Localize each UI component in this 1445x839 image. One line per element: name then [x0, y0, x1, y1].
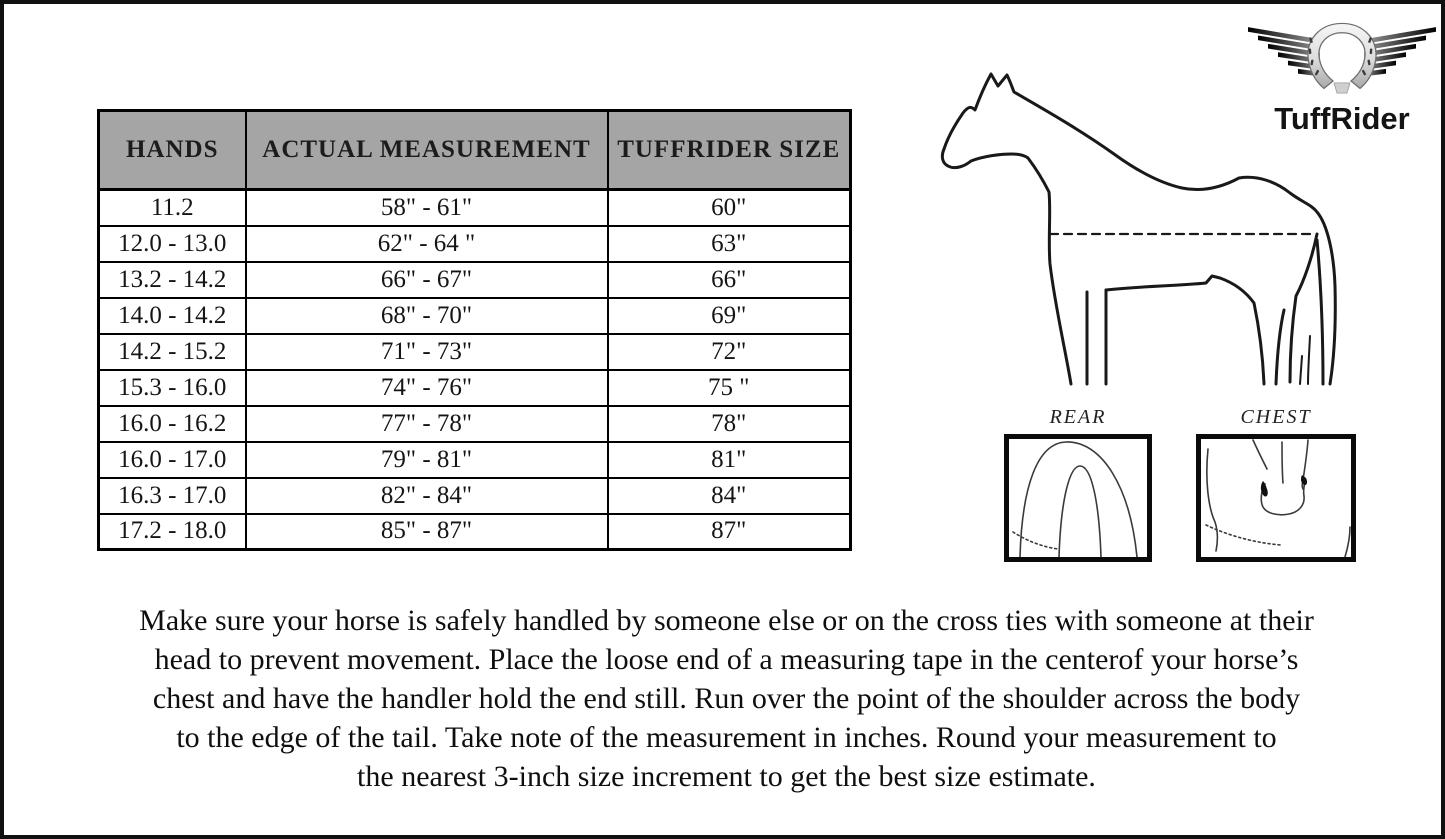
- measuring-instructions: Make sure your horse is safely handled b…: [22, 601, 1431, 796]
- table-cell: 66": [606, 260, 852, 299]
- table-cell: 63": [606, 224, 852, 263]
- chest-label: CHEST: [1240, 406, 1312, 428]
- rear-view-illustration: [1012, 441, 1138, 558]
- table-cell: 13.2 - 14.2: [97, 260, 247, 299]
- winged-horseshoe-icon: [1248, 22, 1436, 94]
- table-row: 16.0 - 17.0 79" - 81" 81": [97, 440, 852, 479]
- table-row: 12.0 - 13.0 62" - 64 " 63": [97, 224, 852, 263]
- table-row: 16.0 - 16.2 77" - 78" 78": [97, 404, 852, 443]
- table-cell: 16.0 - 17.0: [97, 440, 247, 479]
- horse-tail-inner: [1315, 238, 1325, 386]
- table-cell: 87": [606, 512, 852, 551]
- rear-label: REAR: [1049, 406, 1107, 428]
- table-row: 13.2 - 14.2 66" - 67" 66": [97, 260, 852, 299]
- table-cell: 14.2 - 15.2: [97, 332, 247, 371]
- table-cell: 74" - 76": [244, 368, 609, 407]
- horse-tail-strand-2: [1299, 355, 1303, 385]
- table-cell: 58" - 61": [244, 188, 609, 227]
- table-row: 14.2 - 15.2 71" - 73" 72": [97, 332, 852, 371]
- table-cell: 16.0 - 16.2: [97, 404, 247, 443]
- table-cell: 71" - 73": [244, 332, 609, 371]
- table-cell: 66" - 67": [244, 260, 609, 299]
- instruction-line: Make sure your horse is safely handled b…: [139, 604, 1314, 637]
- left-wing-icon: [1248, 27, 1320, 77]
- table-cell: 15.3 - 16.0: [97, 368, 247, 407]
- table-cell: 75 ": [606, 368, 852, 407]
- table-cell: 14.0 - 14.2: [97, 296, 247, 335]
- table-row: 16.3 - 17.0 82" - 84" 84": [97, 476, 852, 515]
- horse-buttock-hock: [1288, 232, 1319, 384]
- table-cell: 68" - 70": [244, 296, 609, 335]
- table-cell: 69": [606, 296, 852, 335]
- instruction-line: head to prevent movement. Place the loos…: [154, 643, 1299, 676]
- horse-topline: [942, 72, 1337, 386]
- table-cell: 17.2 - 18.0: [97, 512, 247, 551]
- tuffrider-logo: TuffRider: [1244, 16, 1440, 137]
- column-header: TUFFRIDER SIZE: [606, 109, 852, 191]
- table-header-row: HANDS ACTUAL MEASUREMENT TUFFRIDER SIZE: [97, 109, 852, 191]
- horse-hind-leg-inner: [1274, 308, 1286, 386]
- instruction-line: the nearest 3-inch size increment to get…: [357, 760, 1096, 793]
- table-cell: 62" - 64 ": [244, 224, 609, 263]
- column-header: ACTUAL MEASUREMENT: [244, 109, 609, 191]
- table-cell: 72": [606, 332, 852, 371]
- instruction-line: chest and have the handler hold the end …: [152, 682, 1301, 715]
- table-cell: 84": [606, 476, 852, 515]
- brand-name: TuffRider: [1274, 101, 1410, 136]
- table-row: 17.2 - 18.0 85" - 87" 87": [97, 512, 852, 551]
- table-row: 11.2 58" - 61" 60": [97, 188, 852, 227]
- size-table: HANDS ACTUAL MEASUREMENT TUFFRIDER SIZE 11…: [97, 109, 852, 551]
- horse-outline-illustration: [940, 72, 1337, 386]
- horseshoe-icon: [1307, 22, 1377, 94]
- horse-head-chest: [940, 147, 1073, 386]
- chest-view-box: [1196, 434, 1356, 562]
- horse-tail-strand: [1307, 335, 1311, 385]
- table-cell: 12.0 - 13.0: [97, 224, 247, 263]
- table-cell: 60": [606, 188, 852, 227]
- table-cell: 79" - 81": [244, 440, 609, 479]
- table-cell: 77" - 78": [244, 404, 609, 443]
- column-header: HANDS: [97, 109, 247, 191]
- table-cell: 82" - 84": [244, 476, 609, 515]
- table-cell: 11.2: [97, 188, 247, 227]
- horse-belly-hind-leg: [1104, 274, 1266, 386]
- chest-view-illustration: [1205, 439, 1351, 558]
- table-cell: 85" - 87": [244, 512, 609, 551]
- table-cell: 78": [606, 404, 852, 443]
- table-row: 15.3 - 16.0 74" - 76" 75 ": [97, 368, 852, 407]
- table-row: 14.0 - 14.2 68" - 70" 69": [97, 296, 852, 335]
- instruction-line: to the edge of the tail. Take note of th…: [176, 721, 1277, 754]
- table-cell: 16.3 - 17.0: [97, 476, 247, 515]
- rear-view-box: [1004, 434, 1152, 562]
- table-cell: 81": [606, 440, 852, 479]
